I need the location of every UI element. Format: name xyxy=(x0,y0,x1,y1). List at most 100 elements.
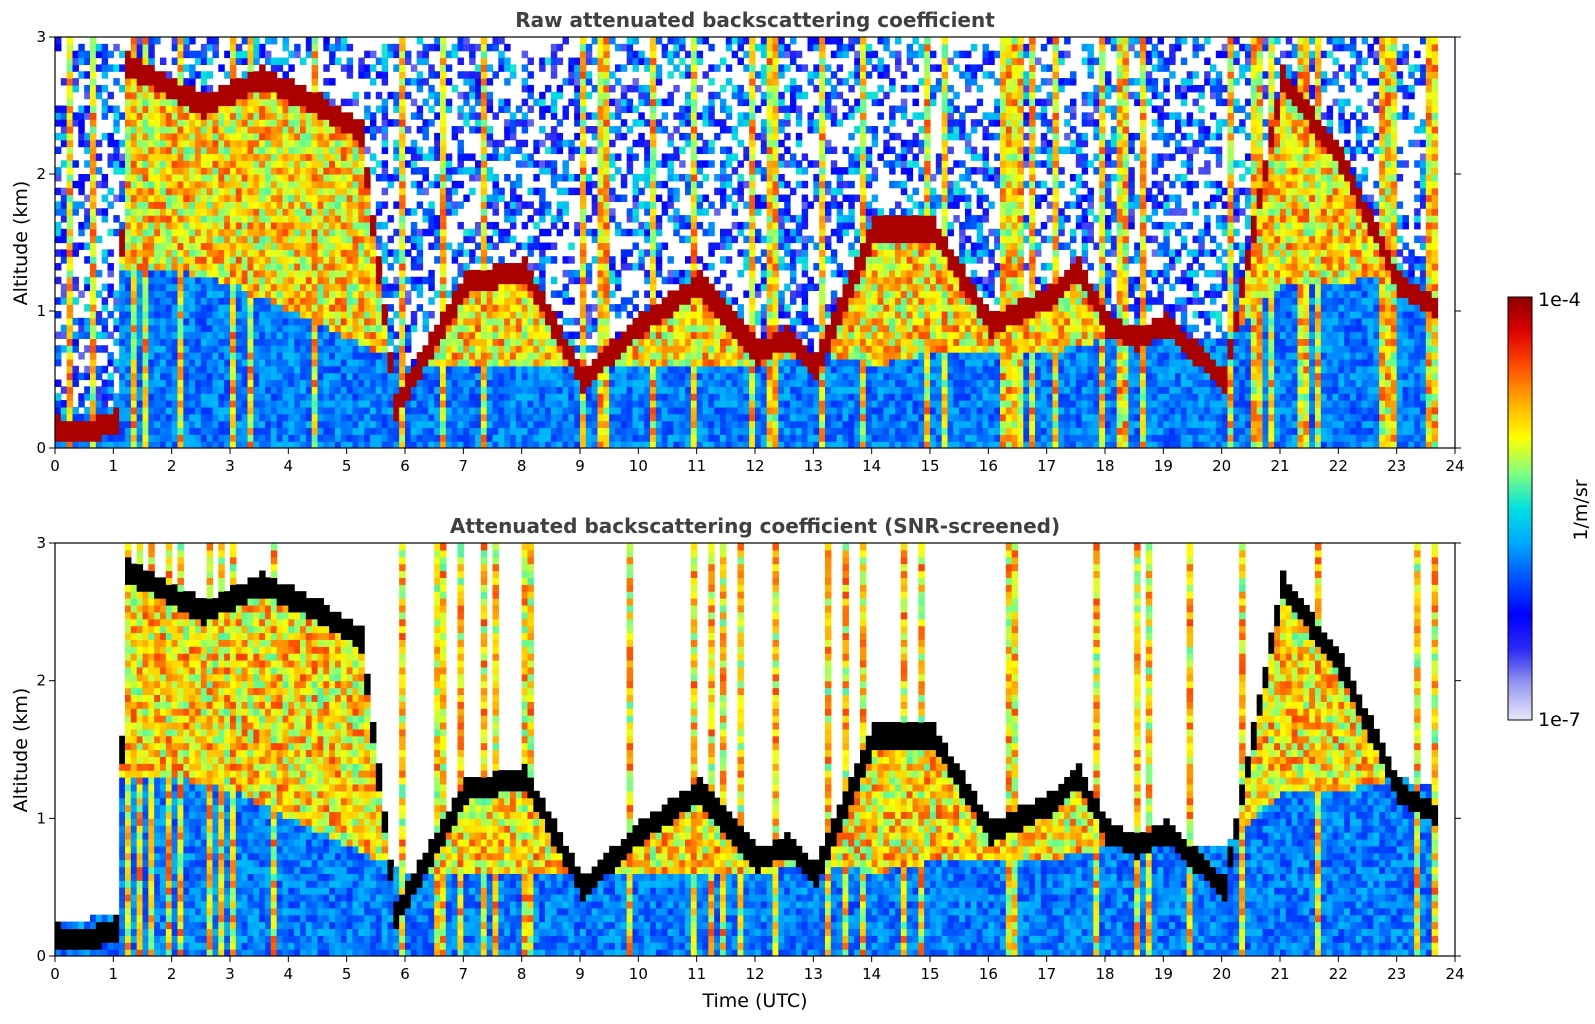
heatmap-cell xyxy=(130,194,138,202)
heatmap-cell xyxy=(300,160,307,168)
heatmap-cell xyxy=(440,338,447,346)
heatmap-cell xyxy=(381,358,389,367)
heatmap-cell xyxy=(364,215,371,223)
heatmap-cell xyxy=(434,174,441,182)
heatmap-cell xyxy=(259,317,266,326)
heatmap-cell xyxy=(200,427,208,435)
heatmap-cell xyxy=(253,338,260,346)
heatmap-cell xyxy=(235,269,243,278)
heatmap-cell xyxy=(270,139,278,148)
heatmap-cell xyxy=(136,57,144,65)
heatmap-cell xyxy=(113,160,120,168)
heatmap-cell xyxy=(410,317,418,326)
heatmap-cell xyxy=(206,365,214,374)
heatmap-cell xyxy=(90,187,97,196)
heatmap-cell xyxy=(603,372,610,381)
heatmap-cell xyxy=(580,98,587,107)
heatmap-cell xyxy=(416,393,424,401)
heatmap-cell xyxy=(323,160,330,168)
heatmap-cell xyxy=(200,276,208,285)
heatmap-cell xyxy=(265,400,272,408)
heatmap-cell xyxy=(550,64,558,72)
heatmap-cell xyxy=(416,228,424,237)
heatmap-cell xyxy=(230,64,237,72)
heatmap-cell xyxy=(556,393,564,401)
heatmap-cell xyxy=(574,98,581,107)
heatmap-cell xyxy=(66,352,74,360)
heatmap-cell xyxy=(597,235,604,244)
heatmap-cell xyxy=(346,420,354,429)
heatmap-cell xyxy=(171,180,179,189)
heatmap-cell xyxy=(626,427,634,435)
heatmap-cell xyxy=(72,242,79,250)
heatmap-cell xyxy=(562,187,569,196)
heatmap-cell xyxy=(335,304,342,312)
heatmap-cell xyxy=(638,434,645,442)
heatmap-cell xyxy=(568,57,575,65)
heatmap-cell xyxy=(591,37,599,45)
heatmap-cell xyxy=(119,64,126,72)
heatmap-cell xyxy=(165,126,173,134)
heatmap-cell xyxy=(189,167,196,175)
heatmap-cell xyxy=(498,194,505,202)
heatmap-cell xyxy=(667,304,674,312)
heatmap-cell xyxy=(615,413,622,422)
heatmap-cell xyxy=(294,235,301,244)
heatmap-cell xyxy=(340,317,348,326)
heatmap-cell xyxy=(585,126,593,134)
heatmap-cell xyxy=(154,434,161,442)
heatmap-cell xyxy=(235,263,243,271)
heatmap-cell xyxy=(241,379,249,387)
heatmap-cell xyxy=(90,105,97,113)
heatmap-cell xyxy=(218,338,225,346)
heatmap-cell xyxy=(154,256,161,264)
heatmap-cell xyxy=(603,105,610,113)
heatmap-cell xyxy=(346,393,354,401)
heatmap-cell xyxy=(294,105,301,113)
heatmap-cell xyxy=(615,112,622,120)
heatmap-cell xyxy=(510,132,517,141)
heatmap-cell xyxy=(556,372,564,381)
heatmap-cell xyxy=(247,352,254,360)
heatmap-cell xyxy=(206,153,214,161)
heatmap-cell xyxy=(125,187,132,196)
heatmap-cell xyxy=(212,235,219,244)
heatmap-cell xyxy=(200,304,208,312)
heatmap-cell xyxy=(521,153,529,161)
heatmap-cell xyxy=(673,304,680,312)
heatmap-cell xyxy=(486,304,494,312)
heatmap-cell xyxy=(183,119,190,127)
heatmap-cell xyxy=(60,139,68,148)
heatmap-cell xyxy=(311,98,319,107)
heatmap-cell xyxy=(265,167,272,175)
heatmap-cell xyxy=(288,132,295,141)
heatmap-cell xyxy=(399,393,406,401)
heatmap-cell xyxy=(480,441,488,448)
heatmap-cell xyxy=(416,112,424,120)
heatmap-cell xyxy=(504,406,511,415)
heatmap-cell xyxy=(282,317,289,326)
heatmap-cell xyxy=(521,317,529,326)
heatmap-cell xyxy=(434,406,441,415)
heatmap-cell xyxy=(650,324,657,333)
heatmap-cell xyxy=(305,372,313,381)
heatmap-cell xyxy=(480,167,488,175)
heatmap-cell xyxy=(259,126,266,134)
heatmap-cell xyxy=(154,180,161,189)
heatmap-cell xyxy=(259,235,266,244)
heatmap-cell xyxy=(364,420,371,429)
heatmap-cell xyxy=(510,358,517,367)
heatmap-cell xyxy=(650,269,657,278)
heatmap-cell xyxy=(55,201,62,209)
heatmap-cell xyxy=(346,331,354,339)
heatmap-cell xyxy=(130,242,138,250)
heatmap-cell xyxy=(130,105,138,113)
heatmap-cell xyxy=(387,420,394,429)
heatmap-cell xyxy=(125,358,132,367)
heatmap-cell xyxy=(160,406,167,415)
heatmap-cell xyxy=(445,311,453,319)
heatmap-cell xyxy=(218,126,225,134)
heatmap-cell xyxy=(305,283,313,292)
heatmap-cell xyxy=(300,139,307,148)
heatmap-cell xyxy=(212,91,219,100)
